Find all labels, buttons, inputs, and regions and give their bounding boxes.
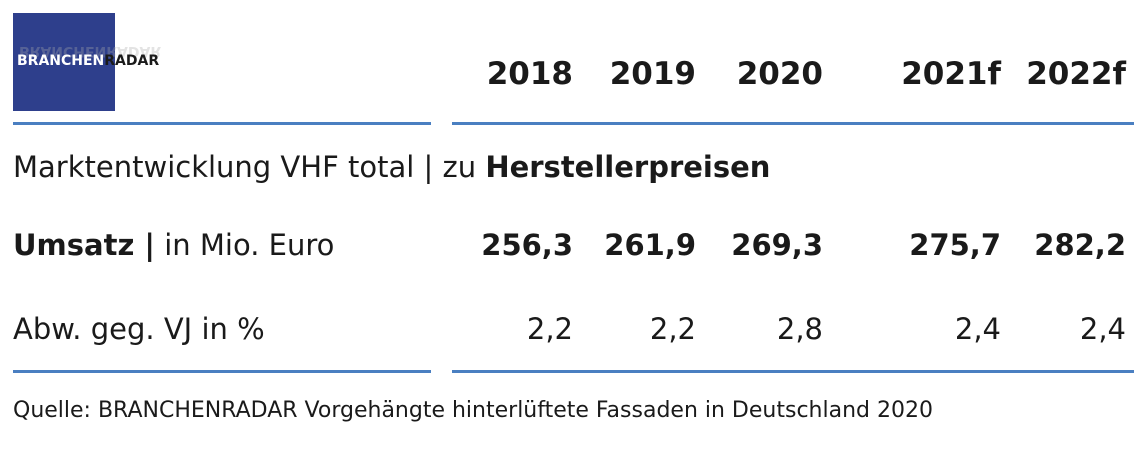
umsatz-2019: 261,9 [604, 228, 696, 262]
abweichung-2019: 2,2 [649, 312, 696, 346]
table-heading: Marktentwicklung VHF total | zu Herstell… [13, 150, 770, 184]
bottom-rule-left [13, 370, 431, 373]
umsatz-2020: 269,3 [731, 228, 823, 262]
heading-bold: Herstellerpreisen [485, 150, 771, 184]
umsatz-2022f: 282,2 [1034, 228, 1126, 262]
abweichung-2022f: 2,4 [1079, 312, 1126, 346]
year-header-2022f: 2022f [1026, 56, 1126, 92]
heading-normal: Marktentwicklung VHF total | zu [13, 150, 486, 184]
row-label-umsatz: Umsatz | in Mio. Euro [13, 228, 334, 262]
row-label-abweichung-normal: Abw. geg. VJ in % [13, 312, 265, 346]
umsatz-2018: 256,3 [481, 228, 573, 262]
logo-text-radar: RADAR [104, 53, 160, 69]
branchenradar-logo [13, 13, 115, 111]
year-header-2019: 2019 [609, 56, 696, 92]
year-header-2018: 2018 [486, 56, 573, 92]
abweichung-2018: 2,2 [526, 312, 573, 346]
row-label-abweichung: Abw. geg. VJ in % [13, 312, 265, 346]
year-header-2021f: 2021f [901, 56, 1001, 92]
logo-text: BRANCHENRADAR [17, 53, 159, 69]
umsatz-2021f: 275,7 [909, 228, 1001, 262]
row-label-umsatz-normal: in Mio. Euro [155, 228, 335, 262]
bottom-rule-right [452, 370, 1134, 373]
top-rule-right [452, 122, 1134, 125]
year-header-2020: 2020 [736, 56, 823, 92]
abweichung-2021f: 2,4 [954, 312, 1001, 346]
logo-text-branchen: BRANCHEN [17, 53, 105, 69]
row-label-umsatz-bold: Umsatz | [13, 228, 156, 262]
source-note: Quelle: BRANCHENRADAR Vorgehängte hinter… [13, 398, 933, 423]
abweichung-2020: 2,8 [776, 312, 823, 346]
top-rule-left [13, 122, 431, 125]
